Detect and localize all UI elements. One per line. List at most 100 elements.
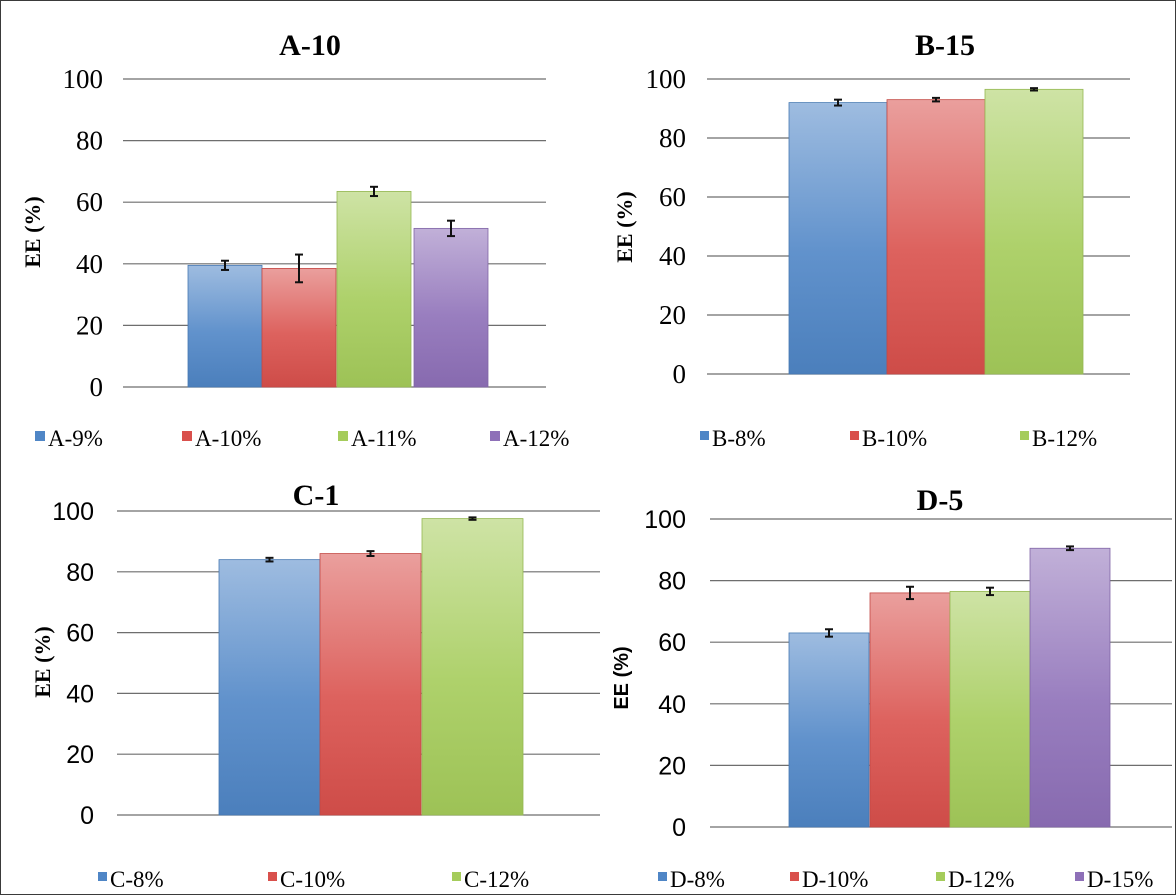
- legend-entry: D-12%: [936, 867, 1014, 892]
- legend-entry: B-8%: [700, 426, 766, 451]
- legend-swatch: [338, 431, 348, 441]
- y-tick-label: 80: [659, 123, 686, 153]
- legend-entry: A-10%: [182, 426, 261, 451]
- bar-a-9pct: [187, 264, 263, 388]
- error-bar: [986, 586, 994, 597]
- y-tick-label: 20: [659, 300, 686, 330]
- legend-swatch: [1020, 431, 1029, 440]
- y-tick-label: 0: [80, 802, 94, 830]
- y-axis-label: EE (%): [30, 626, 55, 698]
- y-tick-label: 40: [658, 691, 686, 719]
- legend-label: C-12%: [464, 867, 529, 892]
- legend-entry: C-12%: [452, 867, 529, 892]
- legend-label: B-12%: [1032, 426, 1097, 451]
- legend-label: C-8%: [110, 867, 164, 892]
- bar-a-12pct: [413, 227, 489, 388]
- y-tick-label: 20: [658, 752, 686, 780]
- y-tick-label: 0: [90, 372, 104, 402]
- error-bar: [834, 98, 842, 107]
- bar-b-8pct: [788, 102, 888, 375]
- legend-entry: C-8%: [98, 867, 164, 892]
- legend-swatch: [790, 872, 799, 881]
- legend-entry: A-11%: [338, 426, 417, 451]
- error-bar: [906, 585, 914, 601]
- legend-entry: D-10%: [790, 867, 868, 892]
- y-axis-label: EE (%): [20, 196, 45, 268]
- bar-a-10pct: [261, 268, 337, 388]
- legend-swatch: [700, 431, 709, 440]
- error-bar: [265, 556, 274, 563]
- chart-title: A-10: [279, 29, 341, 62]
- y-tick-label: 20: [76, 310, 103, 340]
- legend-label: C-10%: [280, 867, 345, 892]
- y-tick-label: 80: [76, 126, 103, 156]
- y-tick-label: 60: [76, 187, 103, 217]
- y-tick-label: 40: [66, 680, 94, 708]
- y-tick-label: 100: [646, 64, 687, 94]
- bar-c-12pct: [421, 518, 524, 816]
- legend-entry: C-10%: [268, 867, 345, 892]
- legend-swatch: [452, 872, 461, 881]
- legend-entry: A-12%: [490, 426, 569, 451]
- legend-swatch: [268, 872, 277, 881]
- legend-swatch: [1075, 872, 1084, 881]
- legend-label: D-15%: [1087, 867, 1153, 892]
- error-bar: [447, 219, 455, 238]
- legend-label: B-8%: [712, 426, 766, 451]
- error-bar: [468, 516, 477, 521]
- bar-b-10pct: [886, 99, 986, 375]
- legend-label: D-12%: [948, 867, 1014, 892]
- legend-entry: A-9%: [35, 426, 103, 451]
- error-bar: [825, 628, 833, 638]
- y-tick-label: 100: [52, 498, 94, 526]
- bar-d-15pct: [1029, 547, 1111, 828]
- y-tick-label: 40: [76, 249, 103, 279]
- chart-title: C-1: [293, 479, 340, 512]
- chart-panel-3: C-1 0 20 40 60 80 100 EE (%) C-8% C-10% C-12%: [30, 479, 600, 892]
- y-tick-label: 100: [644, 506, 686, 534]
- chart-panel-4: D-5 0 20 40 60 80 100 EE (%) D-8% D-10% D-12% D-15%: [611, 484, 1172, 892]
- legend-swatch: [490, 431, 500, 441]
- y-tick-label: 0: [673, 359, 687, 389]
- y-tick-label: 60: [658, 629, 686, 657]
- legend-label: A-9%: [48, 426, 103, 451]
- legend-entry: B-12%: [1020, 426, 1097, 451]
- error-bar: [295, 253, 303, 284]
- legend-label: A-12%: [503, 426, 569, 451]
- legend-label: A-10%: [195, 426, 261, 451]
- y-tick-label: 60: [659, 182, 686, 212]
- bar-d-10pct: [869, 592, 951, 828]
- bar-b-12pct: [984, 88, 1084, 375]
- y-axis-label: EE (%): [612, 191, 637, 263]
- y-tick-label: 80: [66, 559, 94, 587]
- legend-swatch: [658, 872, 667, 881]
- error-bar: [370, 185, 378, 198]
- chart-title: D-5: [917, 484, 964, 517]
- y-tick-label: 40: [659, 241, 686, 271]
- legend-entry: B-10%: [850, 426, 927, 451]
- bar-d-12pct: [949, 590, 1031, 828]
- chart-panel-2: B-15 0 20 40 60 80 100 EE (%) B-8% B-10% B-12%: [612, 29, 1130, 451]
- legend-label: B-10%: [862, 426, 927, 451]
- error-bar: [1030, 87, 1038, 92]
- y-tick-label: 60: [66, 620, 94, 648]
- y-tick-label: 0: [672, 814, 686, 842]
- error-bar: [221, 259, 229, 271]
- legend-entry: D-15%: [1075, 867, 1153, 892]
- y-tick-label: 80: [658, 568, 686, 596]
- bar-c-8pct: [218, 559, 321, 816]
- error-bar: [932, 96, 940, 103]
- legend-swatch: [98, 872, 107, 881]
- chart-panel-1: A-10 0 20 40 60 80 100 EE (%) A-9% A-10% A-11% A-12…: [20, 29, 569, 451]
- legend-label: D-10%: [802, 867, 868, 892]
- legend-swatch: [182, 431, 192, 441]
- legend-label: D-8%: [670, 867, 725, 892]
- legend-swatch: [35, 431, 45, 441]
- error-bar: [366, 550, 375, 557]
- legend-swatch: [936, 872, 945, 881]
- legend-label: A-11%: [351, 426, 417, 451]
- y-axis-label: EE (%): [611, 646, 633, 709]
- bar-c-10pct: [319, 553, 422, 816]
- y-tick-label: 20: [66, 741, 94, 769]
- error-bar: [1066, 545, 1074, 552]
